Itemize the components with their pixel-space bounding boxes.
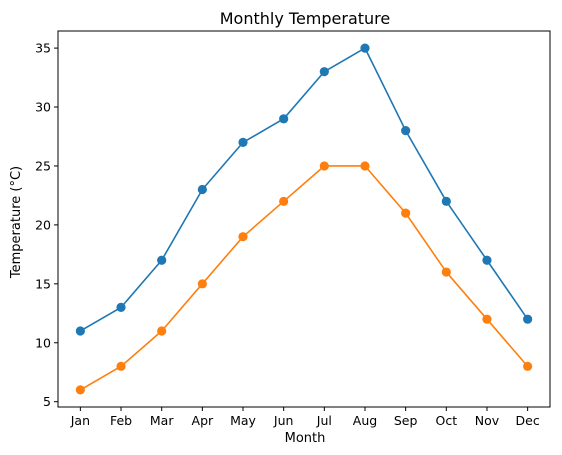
data-point bbox=[441, 196, 451, 206]
y-tick-label: 30 bbox=[35, 100, 51, 115]
plot-frame bbox=[57, 30, 551, 408]
y-tick-label: 25 bbox=[35, 158, 51, 173]
x-tick-label: Nov bbox=[475, 413, 500, 428]
x-tick-label: Jan bbox=[70, 413, 90, 428]
data-point bbox=[360, 161, 370, 171]
data-point bbox=[482, 314, 492, 324]
y-tick-label: 20 bbox=[35, 217, 51, 232]
data-point bbox=[157, 255, 167, 265]
data-point bbox=[197, 279, 207, 289]
series-layer bbox=[75, 43, 533, 395]
x-tick-label: Feb bbox=[110, 413, 132, 428]
y-axis: 5 10 15 20 25 30 35 bbox=[35, 41, 58, 409]
y-tick-label: 35 bbox=[35, 41, 51, 56]
data-point bbox=[523, 314, 533, 324]
data-point bbox=[482, 255, 492, 265]
data-point bbox=[523, 361, 533, 371]
data-point bbox=[157, 326, 167, 336]
data-point bbox=[401, 125, 411, 136]
data-point bbox=[319, 161, 329, 171]
x-tick-label: Mar bbox=[150, 413, 174, 428]
data-point bbox=[441, 267, 451, 277]
x-tick-label: Aug bbox=[353, 413, 377, 428]
x-tick-label: Apr bbox=[192, 413, 214, 428]
data-point bbox=[75, 326, 85, 336]
x-tick-label: May bbox=[230, 413, 256, 428]
y-tick-label: 15 bbox=[35, 276, 51, 291]
x-tick-label: Oct bbox=[436, 413, 458, 428]
data-point bbox=[279, 114, 289, 124]
y-axis-label: Temperature (°C) bbox=[9, 166, 24, 279]
x-axis: Jan Feb Mar Apr May Jun Jul Aug Sep Oct Nov Dec bbox=[70, 407, 540, 428]
data-point bbox=[279, 196, 289, 206]
data-point bbox=[75, 385, 85, 395]
x-tick-label: Jul bbox=[316, 413, 332, 428]
data-point bbox=[116, 361, 126, 371]
series-1 bbox=[75, 43, 533, 336]
data-point bbox=[238, 137, 248, 147]
data-point bbox=[319, 67, 329, 77]
x-tick-label: Dec bbox=[516, 413, 540, 428]
x-tick-label: Sep bbox=[394, 413, 418, 428]
x-axis-label: Month bbox=[285, 431, 326, 446]
chart-title: Monthly Temperature bbox=[220, 9, 391, 28]
y-tick-label: 5 bbox=[43, 394, 51, 409]
data-point bbox=[197, 184, 207, 195]
series-line bbox=[79, 165, 529, 391]
data-point bbox=[360, 43, 370, 53]
data-point bbox=[116, 302, 126, 313]
series-2 bbox=[75, 161, 533, 395]
data-point bbox=[401, 208, 411, 218]
x-tick-label: Jun bbox=[273, 413, 294, 428]
series-line bbox=[79, 47, 529, 332]
y-tick-label: 10 bbox=[35, 335, 51, 350]
data-point bbox=[238, 232, 248, 242]
